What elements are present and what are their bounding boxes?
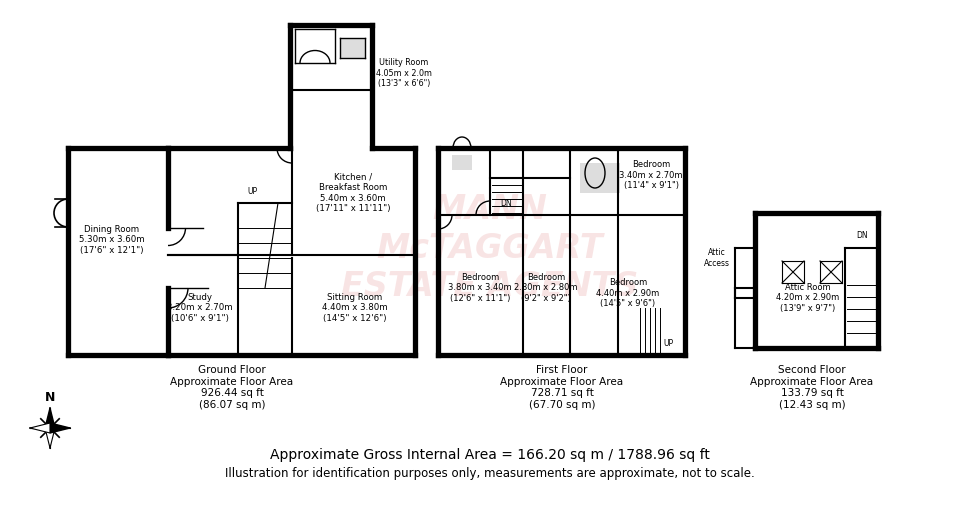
Text: Approximate Gross Internal Area = 166.20 sq m / 1788.96 sq ft: Approximate Gross Internal Area = 166.20… — [270, 448, 710, 462]
Text: Dining Room
5.30m x 3.60m
(17'6" x 12'1"): Dining Room 5.30m x 3.60m (17'6" x 12'1"… — [79, 225, 145, 255]
Polygon shape — [45, 428, 55, 448]
Text: Bedroom
3.80m x 3.40m
(12'6" x 11'1"): Bedroom 3.80m x 3.40m (12'6" x 11'1") — [448, 273, 512, 303]
Bar — [168, 148, 415, 355]
Text: DN: DN — [500, 199, 512, 209]
Bar — [68, 148, 168, 355]
Bar — [168, 148, 415, 355]
Text: Ground Floor
Approximate Floor Area
926.44 sq ft
(86.07 sq m): Ground Floor Approximate Floor Area 926.… — [171, 365, 294, 410]
Text: N: N — [45, 391, 55, 404]
Text: Attic Room
4.20m x 2.90m
(13'9" x 9'7"): Attic Room 4.20m x 2.90m (13'9" x 9'7") — [776, 283, 840, 313]
Text: MANN
McTAGGART
ESTATE AGENTS: MANN McTAGGART ESTATE AGENTS — [341, 193, 639, 303]
Text: Study
3.20m x 2.70m
(10'6" x 9'1"): Study 3.20m x 2.70m (10'6" x 9'1") — [168, 293, 233, 323]
Text: Bedroom
2.80m x 2.80m
(9'2" x 9'2"): Bedroom 2.80m x 2.80m (9'2" x 9'2") — [514, 273, 578, 303]
Bar — [68, 148, 415, 355]
Bar — [438, 148, 685, 355]
Text: Sitting Room
4.40m x 3.80m
(14'5" x 12'6"): Sitting Room 4.40m x 3.80m (14'5" x 12'6… — [322, 293, 388, 323]
Polygon shape — [50, 423, 70, 433]
Text: Utility Room
4.05m x 2.0m
(13'3" x 6'6"): Utility Room 4.05m x 2.0m (13'3" x 6'6") — [376, 58, 432, 88]
Text: Illustration for identification purposes only, measurements are approximate, not: Illustration for identification purposes… — [225, 467, 755, 480]
Text: Kitchen /
Breakfast Room
5.40m x 3.60m
(17'11" x 11'11"): Kitchen / Breakfast Room 5.40m x 3.60m (… — [316, 173, 390, 213]
Polygon shape — [45, 408, 55, 428]
Text: Second Floor
Approximate Floor Area
133.79 sq ft
(12.43 sq m): Second Floor Approximate Floor Area 133.… — [751, 365, 873, 410]
Text: DN: DN — [857, 232, 868, 240]
Bar — [168, 148, 415, 355]
Bar — [755, 213, 878, 348]
Text: Bedroom
3.40m x 2.70m
(11'4" x 9'1"): Bedroom 3.40m x 2.70m (11'4" x 9'1") — [619, 160, 683, 190]
Text: UP: UP — [247, 186, 257, 195]
Bar — [735, 248, 755, 298]
Bar — [340, 38, 365, 58]
Text: Bedroom
4.40m x 2.90m
(14'5" x 9'6"): Bedroom 4.40m x 2.90m (14'5" x 9'6") — [597, 278, 660, 308]
Text: UP: UP — [662, 338, 673, 348]
Text: First Floor
Approximate Floor Area
728.71 sq ft
(67.70 sq m): First Floor Approximate Floor Area 728.7… — [501, 365, 623, 410]
Bar — [452, 155, 472, 170]
Polygon shape — [30, 423, 50, 433]
Bar — [580, 163, 620, 193]
Bar — [290, 25, 372, 148]
Text: Attic
Access: Attic Access — [704, 248, 730, 268]
Bar — [295, 29, 367, 63]
